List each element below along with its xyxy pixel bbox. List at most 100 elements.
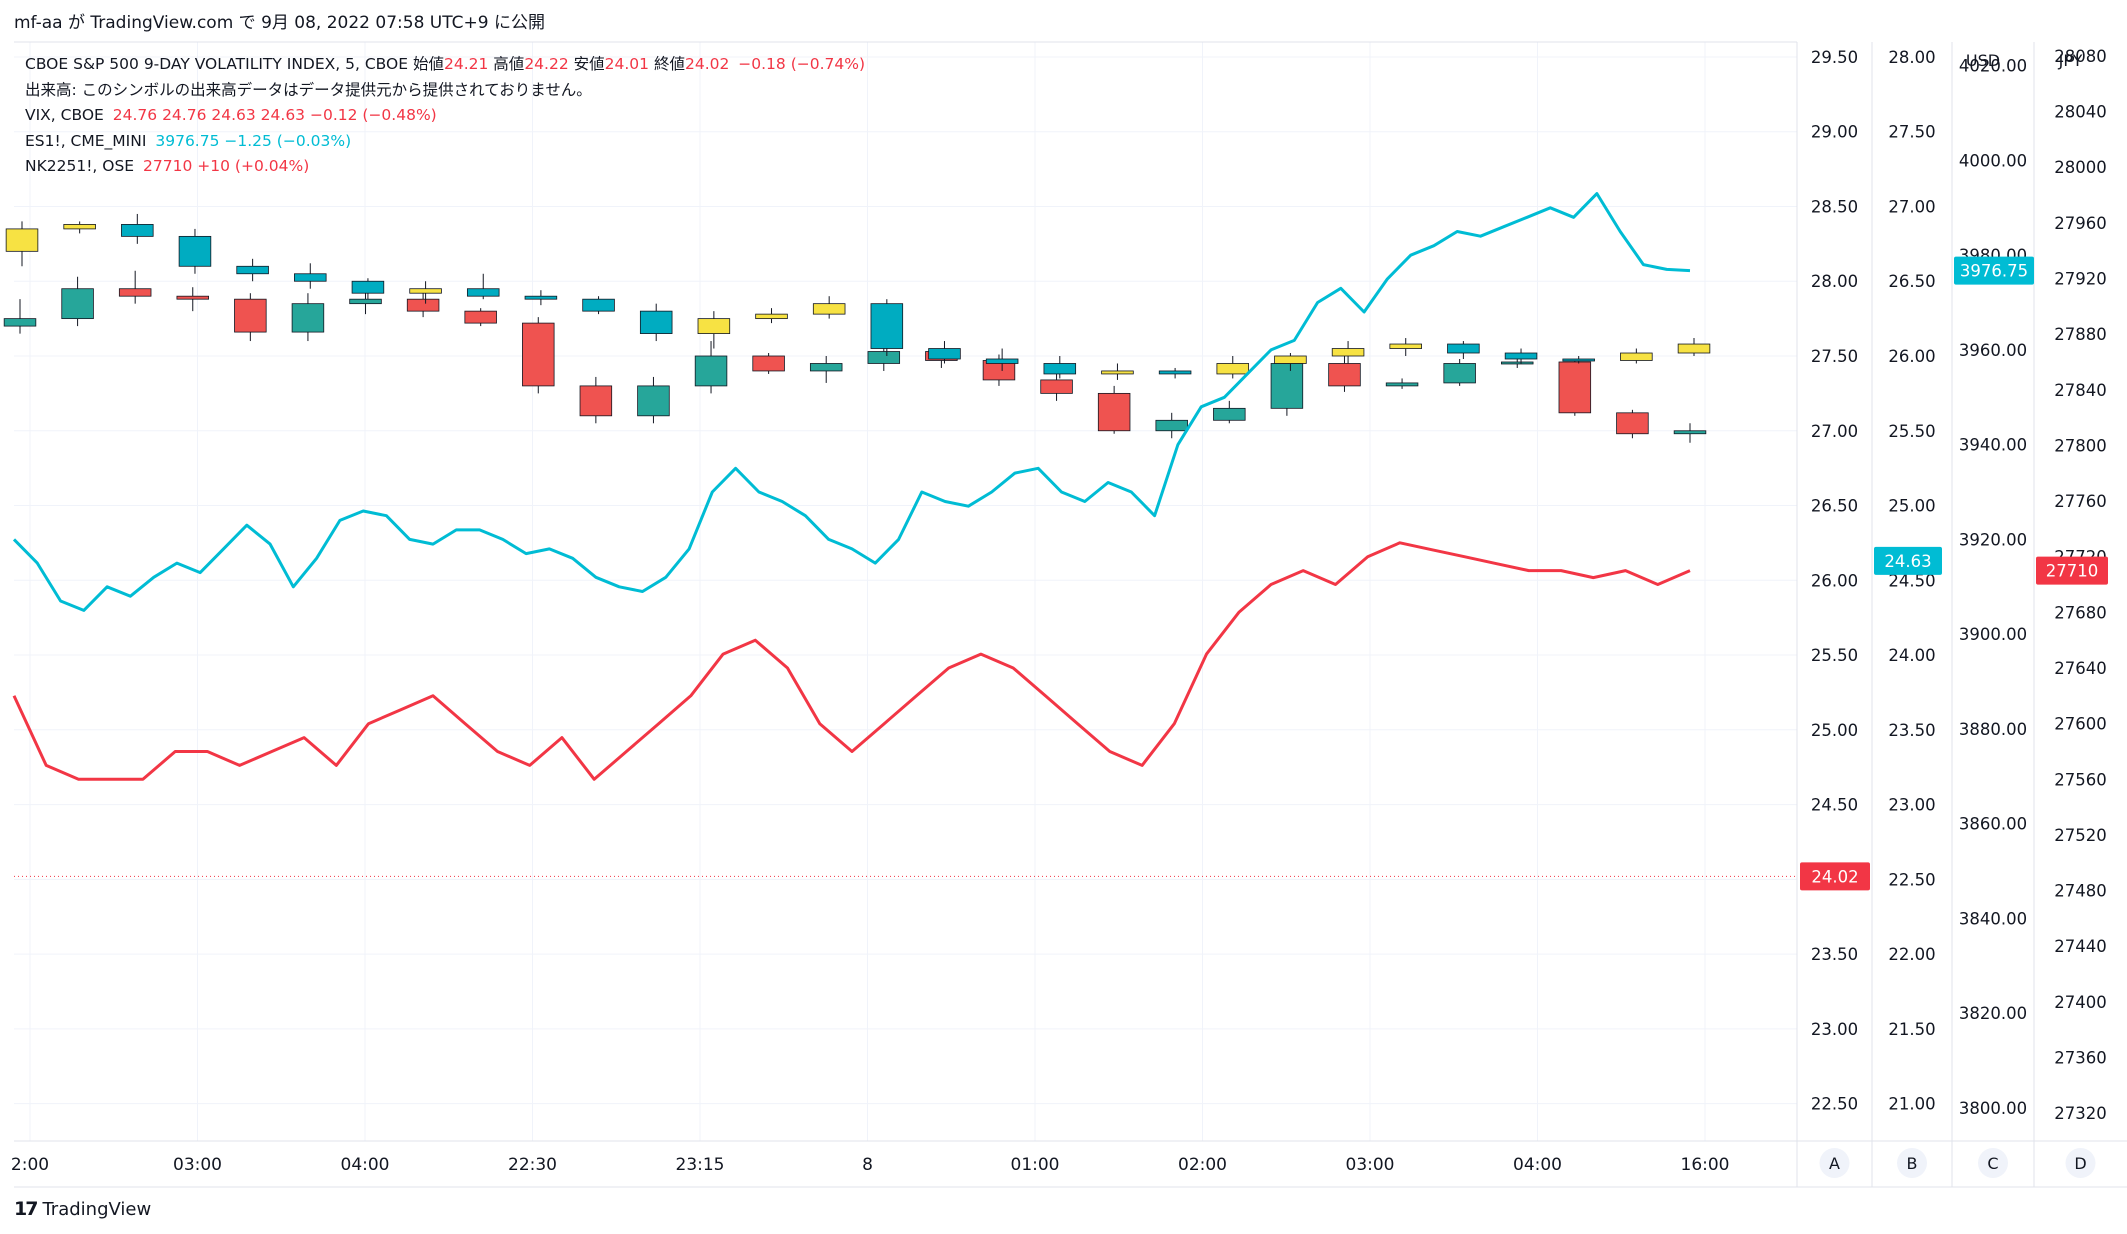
- axis-c-tick: 3820.00: [1959, 1004, 2027, 1023]
- axis-d-tick: 28080: [2054, 47, 2107, 66]
- legend-vix-values: 24.76 24.76 24.63 24.63 −0.12 (−0.48%): [112, 106, 437, 124]
- legend-es-values: 3976.75 −1.25 (−0.03%): [155, 131, 352, 150]
- axis-b-tick: 21.50: [1888, 1020, 1935, 1039]
- axis-d-tick: 27840: [2054, 381, 2107, 400]
- axis-a-tick: 23.50: [1811, 945, 1858, 964]
- currency-usd: USD: [1966, 51, 2000, 70]
- vix-candle: [1562, 358, 1595, 362]
- candles: [3, 213, 1711, 443]
- axis-c-tick: 3800.00: [1959, 1099, 2027, 1118]
- legend-es[interactable]: ES1!, CME_MINI 3976.75 −1.25 (−0.03%): [25, 129, 865, 155]
- scale-button-label: A: [1829, 1154, 1840, 1173]
- axis-d-tick: 27560: [2054, 770, 2107, 789]
- legend-change: −0.18 (−0.74%): [738, 55, 866, 73]
- axis-d-tick: 27320: [2054, 1104, 2107, 1123]
- legend-main[interactable]: CBOE S&P 500 9-DAY VOLATILITY INDEX, 5, …: [25, 52, 865, 78]
- badge-nk-text: 27710: [2046, 562, 2099, 581]
- badge-vix-text: 24.63: [1884, 552, 1931, 571]
- axis-d-tick: 27800: [2054, 436, 2107, 455]
- grid: [14, 42, 1797, 1141]
- vix-candle: [351, 280, 385, 294]
- axis-d-tick: 27960: [2054, 214, 2107, 233]
- scale-button-a[interactable]: A: [1819, 1148, 1850, 1178]
- es-line: [12, 192, 1691, 612]
- axis-c-tick: 3900.00: [1959, 625, 2027, 644]
- axis-b-tick: 25.00: [1888, 497, 1935, 516]
- legend-high-label: 高値: [493, 55, 525, 73]
- scale-button-d[interactable]: D: [2065, 1148, 2096, 1178]
- scale-button-bg: [1819, 1148, 1850, 1178]
- axis-a-tick: 29.50: [1811, 48, 1858, 67]
- axis-a-tick: 28.00: [1811, 272, 1858, 291]
- axis-b-tick: 27.50: [1888, 123, 1935, 142]
- vol9d-candle: [291, 303, 325, 333]
- vix-candle: [1158, 370, 1192, 375]
- axis-a-tick: 26.00: [1811, 571, 1858, 590]
- axis-a-tick: 25.50: [1811, 646, 1858, 665]
- price-axes: 2:00 03:00 04:00 22:30 23:15 8 01:00 02:00 03:00…: [11, 47, 2107, 1178]
- scale-button-b[interactable]: B: [1897, 1148, 1927, 1178]
- axis-a-tick: 28.50: [1811, 197, 1858, 216]
- axis-b-tick: 26.50: [1888, 272, 1935, 291]
- legend-vix[interactable]: VIX, CBOE 24.76 24.76 24.63 24.63 −0.12 …: [25, 103, 865, 129]
- axis-b-tick: 26.00: [1888, 347, 1935, 366]
- badge-nk: 27710: [2036, 556, 2108, 585]
- tradingview-logo-icon: 17: [14, 1198, 38, 1220]
- vix-candle: [1216, 363, 1250, 375]
- legend-high: 24.22: [524, 55, 569, 73]
- axis-a-tick: 25.00: [1811, 721, 1858, 740]
- badge-nk-bg: [2036, 556, 2108, 585]
- axis-a-tick: 26.50: [1811, 497, 1858, 516]
- legend-nk[interactable]: NK2251!, OSE 27710 +10 (+0.04%): [25, 154, 865, 180]
- legend-main-name: CBOE S&P 500 9-DAY VOLATILITY INDEX, 5, …: [25, 55, 409, 73]
- tradingview-logo[interactable]: 17 TradingView: [14, 1198, 151, 1220]
- x-tick-label: 03:00: [173, 1155, 222, 1175]
- vol9d-candle: [1385, 382, 1419, 387]
- badge-main-bg: [1800, 862, 1870, 891]
- axis-d-tick: 27480: [2054, 882, 2107, 901]
- legend-nk-values: 27710 +10 (+0.04%): [143, 157, 310, 175]
- badge-es-bg: [1954, 256, 2034, 285]
- vol9d-candle: [752, 355, 785, 372]
- vol9d-candle: [1558, 361, 1592, 414]
- vix-candle: [1447, 343, 1480, 354]
- axis-b-tick: 23.00: [1888, 796, 1935, 815]
- scale-button-c[interactable]: C: [1978, 1148, 2008, 1178]
- vol9d-candle: [406, 298, 440, 312]
- vix-candle: [928, 348, 961, 360]
- axis-b-tick: 24.50: [1888, 571, 1935, 590]
- axis-d-tick: 27880: [2054, 325, 2107, 344]
- chart-frame: [14, 41, 2127, 1188]
- legend-low-label: 安値: [573, 55, 605, 73]
- legend-close-label: 終値: [653, 55, 685, 73]
- currency-jpy: JPY: [2058, 51, 2083, 70]
- chart-legend: CBOE S&P 500 9-DAY VOLATILITY INDEX, 5, …: [25, 52, 865, 180]
- vol9d-candle: [1616, 412, 1649, 435]
- axis-c-tick: 3960.00: [1959, 341, 2027, 360]
- vol9d-candle: [1040, 379, 1073, 394]
- x-tick-label: 23:15: [676, 1155, 725, 1175]
- vix-candle: [755, 313, 788, 320]
- axis-b-tick: 21.00: [1888, 1095, 1935, 1114]
- price-badges: 24.02 24.63 3976.75 27710: [1800, 256, 2108, 891]
- vix-candle: [812, 303, 846, 315]
- legend-close: 24.02: [684, 55, 730, 73]
- axis-c-tick: 4020.00: [1959, 57, 2027, 76]
- legend-volume-note: 出来高: このシンボルの出来高データはデータ提供元から提供されておりません。: [25, 80, 592, 99]
- vol9d-candle: [1097, 392, 1131, 432]
- vol9d-candle: [1213, 407, 1246, 421]
- axis-b-tick: 27.00: [1888, 197, 1935, 216]
- x-tick-label: 01:00: [1011, 1155, 1060, 1175]
- x-tick-label: 8: [862, 1155, 873, 1175]
- axis-d-tick: 27520: [2054, 826, 2107, 845]
- vol9d-candle: [1673, 430, 1707, 435]
- vix-candle: [1677, 343, 1711, 354]
- vol9d-candle: [1270, 363, 1304, 409]
- vix-candle: [1504, 352, 1538, 360]
- series-lines: [12, 192, 1797, 877]
- axis-c-tick: 3840.00: [1959, 909, 2027, 928]
- scale-button-bg: [1897, 1148, 1927, 1178]
- vol9d-candle: [522, 322, 555, 387]
- axis-c-tick: 3940.00: [1959, 436, 2027, 455]
